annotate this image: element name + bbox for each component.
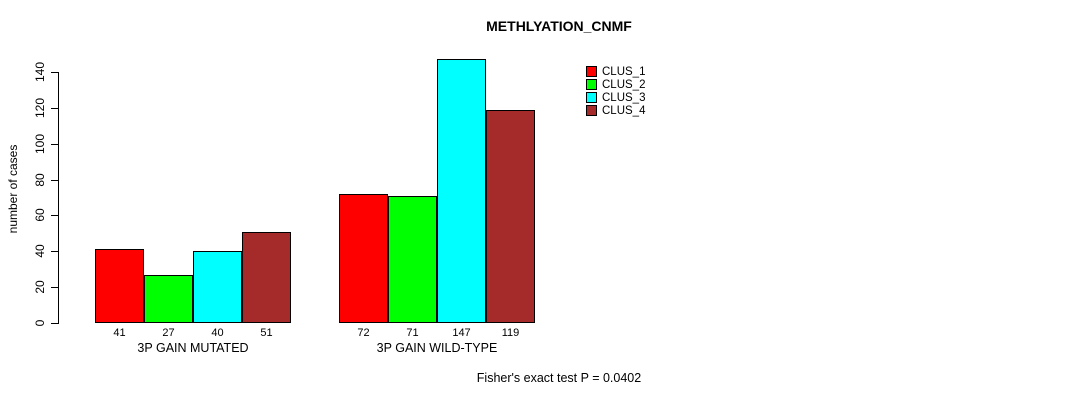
legend-item: CLUS_3 [586,91,645,104]
bar-value-label: 41 [113,327,126,339]
legend-label: CLUS_1 [602,65,646,78]
y-axis-tick-label: 60 [33,208,47,223]
legend: CLUS_1 CLUS_2 CLUS_3 CLUS_4 [586,65,645,117]
bar-clus_1-group2 [339,193,388,323]
bar-clus_2-group1 [144,274,193,323]
bar-value-label: 40 [211,327,224,339]
y-axis-tick [51,323,58,324]
y-axis-tick-label: 40 [33,244,47,258]
legend-swatch-clus_1 [586,66,597,77]
legend-item: CLUS_1 [586,65,645,78]
legend-item: CLUS_4 [586,104,645,117]
bar-value-label: 147 [452,327,471,339]
legend-swatch-clus_4 [586,105,597,116]
legend-swatch-clus_2 [586,79,597,90]
y-axis-tick [51,251,58,253]
bar-value-label: 119 [501,327,520,339]
bar-value-label: 71 [406,327,419,339]
legend-item: CLUS_2 [586,78,645,91]
y-axis-tick-label: 20 [33,280,47,294]
bar-clus_3-group1 [193,251,242,323]
bar-clus_1-group1 [95,249,144,323]
y-axis-tick [51,215,58,217]
legend-label: CLUS_4 [602,104,646,117]
y-axis-tick [51,107,58,109]
bar-value-label: 27 [162,327,175,339]
y-axis-tick-label: 120 [33,97,47,118]
y-axis-tick [51,287,58,289]
y-axis-tick-label: 100 [33,133,47,154]
y-axis-line [58,72,59,324]
y-axis-title: number of cases [6,144,20,234]
bar-clus_2-group2 [388,195,437,323]
legend-label: CLUS_3 [602,91,646,104]
y-axis-tick-label: 0 [33,319,47,327]
legend-swatch-clus_3 [586,92,597,103]
y-axis-tick-label: 80 [33,172,47,187]
x-category-label: 3P GAIN MUTATED [137,341,249,355]
y-axis-tick [51,72,58,73]
y-axis-tick [51,143,58,145]
bar-value-label: 51 [260,327,273,339]
stat-test-footnote: Fisher's exact test P = 0.0402 [476,371,642,385]
bar-clus_3-group2 [437,59,486,323]
bar-value-label: 72 [357,327,370,339]
bar-clus_4-group1 [242,231,291,323]
y-axis-tick [51,179,58,181]
bar-clus_4-group2 [486,109,535,323]
chart-title: METHLYATION_CNMF [486,18,632,34]
y-axis-tick-label: 140 [33,61,47,83]
legend-label: CLUS_2 [602,78,646,91]
x-category-label: 3P GAIN WILD-TYPE [376,341,498,355]
